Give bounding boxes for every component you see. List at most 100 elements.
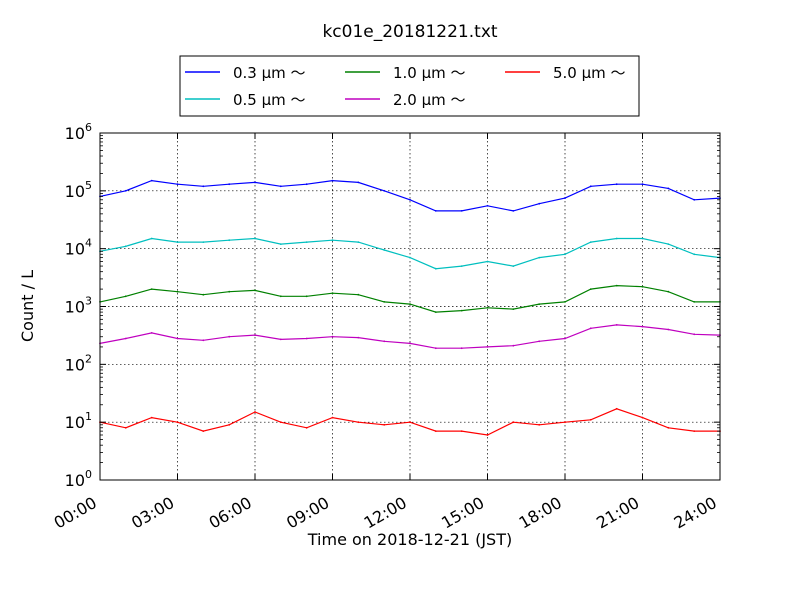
y-tick-label: 102 bbox=[65, 352, 92, 374]
data-point bbox=[254, 411, 256, 413]
data-point bbox=[254, 237, 256, 240]
data-point bbox=[512, 265, 515, 267]
data-point bbox=[228, 183, 231, 186]
data-point bbox=[305, 426, 308, 429]
data-point bbox=[693, 198, 696, 201]
data-point bbox=[305, 241, 308, 244]
data-point bbox=[357, 241, 360, 244]
data-point bbox=[589, 418, 592, 421]
data-point bbox=[460, 309, 463, 312]
data-point bbox=[667, 426, 670, 429]
data-point bbox=[409, 256, 411, 259]
data-point bbox=[228, 335, 231, 338]
data-point bbox=[150, 332, 153, 334]
data-point bbox=[460, 265, 463, 267]
x-axis-label: Time on 2018-12-21 (JST) bbox=[307, 530, 512, 549]
data-point bbox=[460, 430, 463, 432]
data-point bbox=[254, 334, 256, 336]
data-point bbox=[383, 423, 386, 426]
data-point bbox=[305, 183, 308, 186]
data-point bbox=[254, 181, 256, 184]
legend-item-5: 5.0 μm ～ bbox=[505, 64, 626, 82]
y-tick-base: 10 bbox=[65, 298, 85, 317]
data-point bbox=[279, 338, 282, 341]
data-point bbox=[383, 301, 386, 303]
data-point bbox=[202, 339, 205, 342]
data-point bbox=[150, 416, 153, 419]
y-tick-base: 10 bbox=[65, 355, 85, 374]
data-point bbox=[305, 337, 308, 340]
data-point bbox=[434, 347, 437, 350]
data-point bbox=[279, 185, 282, 188]
data-point bbox=[124, 426, 127, 429]
data-point bbox=[589, 185, 592, 188]
data-point bbox=[357, 293, 360, 296]
data-point bbox=[667, 328, 670, 331]
data-point bbox=[564, 253, 566, 256]
y-tick-base: 10 bbox=[65, 182, 85, 201]
data-point bbox=[124, 245, 127, 248]
data-point bbox=[409, 303, 411, 305]
data-point bbox=[641, 325, 644, 328]
data-point bbox=[693, 301, 696, 303]
legend-item-2: 0.5 μm ～ bbox=[185, 91, 306, 109]
data-point bbox=[331, 335, 334, 338]
y-tick-exponent: 3 bbox=[85, 295, 92, 308]
data-point bbox=[434, 210, 437, 212]
data-point bbox=[641, 285, 644, 288]
data-point bbox=[228, 423, 231, 426]
data-point bbox=[589, 288, 592, 290]
data-point bbox=[486, 434, 489, 436]
y-tick-label: 100 bbox=[65, 468, 92, 490]
data-point bbox=[150, 179, 153, 182]
legend-label: 0.5 μm ～ bbox=[233, 91, 306, 109]
data-point bbox=[589, 327, 592, 330]
data-point bbox=[228, 290, 231, 293]
y-tick-exponent: 4 bbox=[85, 237, 92, 250]
legend-label: 2.0 μm ～ bbox=[393, 91, 466, 109]
y-tick-label: 105 bbox=[65, 179, 92, 201]
data-point bbox=[667, 187, 670, 190]
data-point bbox=[176, 421, 179, 424]
series-3 bbox=[99, 284, 721, 313]
data-point bbox=[124, 337, 127, 340]
data-point bbox=[512, 210, 515, 212]
data-point bbox=[615, 183, 618, 186]
legend-item-4: 2.0 μm ～ bbox=[345, 91, 466, 109]
data-point bbox=[357, 421, 360, 424]
y-tick-label: 101 bbox=[65, 410, 92, 432]
y-tick-base: 10 bbox=[65, 471, 85, 490]
y-axis-label: Count / L bbox=[18, 270, 37, 342]
data-point bbox=[693, 430, 696, 432]
data-point bbox=[693, 253, 696, 256]
data-point bbox=[202, 241, 205, 244]
chart-title: kc01e_20181221.txt bbox=[322, 22, 497, 42]
data-point bbox=[538, 256, 541, 259]
data-point bbox=[331, 292, 334, 295]
data-point bbox=[331, 416, 334, 419]
axis-ticks bbox=[99, 132, 721, 481]
data-point bbox=[486, 306, 489, 309]
data-point bbox=[331, 239, 334, 242]
data-point bbox=[176, 241, 179, 244]
data-point bbox=[538, 423, 541, 426]
data-point bbox=[383, 340, 386, 343]
y-tick-exponent: 2 bbox=[85, 352, 92, 365]
data-point bbox=[641, 237, 644, 240]
data-point bbox=[615, 324, 618, 326]
data-point bbox=[124, 295, 127, 298]
data-point bbox=[124, 189, 127, 192]
data-point bbox=[176, 337, 179, 340]
data-point bbox=[564, 421, 566, 424]
data-point bbox=[409, 342, 411, 345]
data-point bbox=[383, 249, 386, 251]
data-point bbox=[383, 189, 386, 192]
y-tick-label: 103 bbox=[65, 295, 92, 317]
y-tick-base: 10 bbox=[65, 124, 85, 143]
data-point bbox=[486, 204, 489, 207]
data-point bbox=[434, 311, 437, 313]
data-point bbox=[615, 284, 618, 287]
data-point bbox=[538, 202, 541, 205]
data-point bbox=[512, 344, 515, 347]
